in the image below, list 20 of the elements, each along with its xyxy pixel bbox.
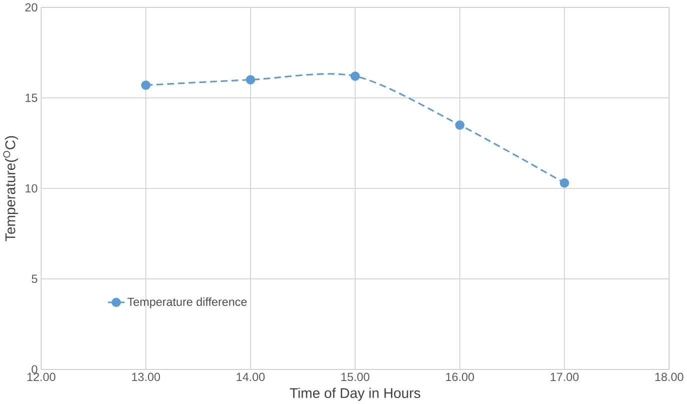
x-tick-label: 13.00 <box>132 372 160 382</box>
y-axis-title: Temperature($^{O}$C) <box>3 136 18 242</box>
y-tick-label: 20 <box>25 3 38 12</box>
point <box>455 120 464 130</box>
y-tick-label: 15 <box>26 94 38 102</box>
legend-label: Temperature difference <box>128 297 247 308</box>
x-axis-title: Time of Day in Hours <box>290 388 420 401</box>
x-tick-label: 18.00 <box>655 372 684 382</box>
y-tick-label: 0 <box>32 365 38 374</box>
y-tick-label: 5 <box>32 274 38 283</box>
point <box>350 71 360 81</box>
x-tick-label: 16.00 <box>446 372 474 382</box>
x-tick-label: 12.00 <box>27 372 56 382</box>
x-tick-label: 14.00 <box>236 372 265 382</box>
point <box>246 75 256 84</box>
y-tick-label: 10 <box>26 184 38 192</box>
point <box>141 80 151 90</box>
x-tick-label: 15.00 <box>341 372 370 382</box>
x-tick-label: 17.00 <box>550 372 579 382</box>
point <box>560 178 570 188</box>
